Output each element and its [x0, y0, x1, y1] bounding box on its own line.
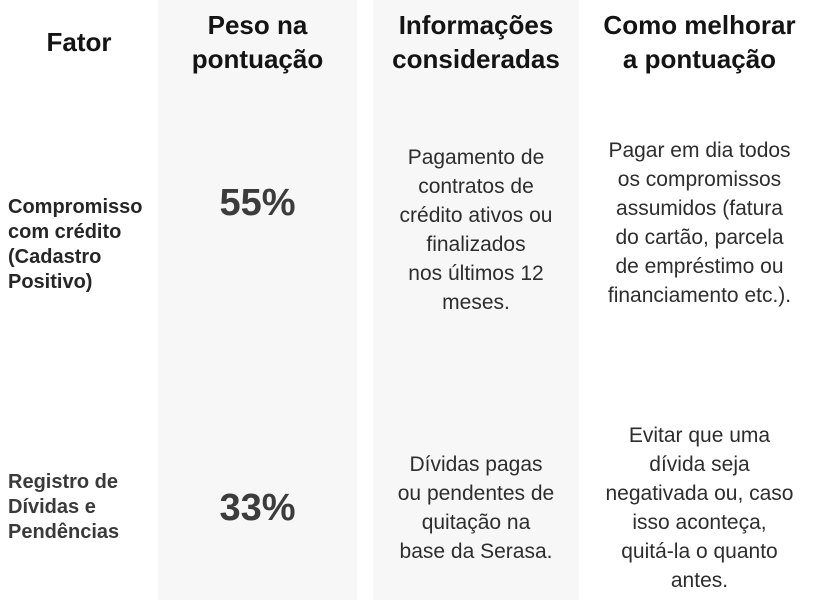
how-to-improve-compromisso: Pagar em dia todos os compromissos assum… — [607, 138, 792, 307]
header-melhorar-label: Como melhorar a pontuação — [603, 10, 796, 74]
factor-label-compromisso-com-credito: Compromisso com crédito (Cadastro Positi… — [8, 196, 143, 293]
column-gutter — [357, 360, 373, 600]
header-como-melhorar: Como melhorar a pontuação — [579, 0, 820, 100]
header-informacoes-consideradas: Informações consideradas — [373, 0, 579, 100]
header-fator: Fator — [0, 0, 158, 100]
how-to-improve-dividas: Evitar que uma dívida seja negativada ou… — [605, 423, 794, 592]
header-informacoes-label: Informações consideradas — [392, 10, 560, 74]
header-peso-label: Peso na pontuação — [191, 10, 324, 74]
column-gutter — [357, 0, 373, 100]
info-considered-compromisso: Pagamento de contratos de crédito ativos… — [373, 100, 579, 360]
weight-value-55: 55% — [158, 100, 357, 360]
info-considered-dividas: Dívidas pagas ou pendentes de quitação n… — [373, 360, 579, 600]
factor-label-registro-de-dividas: Registro de Dívidas e Pendências — [8, 471, 120, 543]
column-gutter — [357, 100, 373, 360]
header-peso-na-pontuacao: Peso na pontuação — [158, 0, 357, 100]
header-fator-label: Fator — [46, 27, 112, 57]
weight-value-33: 33% — [158, 360, 357, 600]
